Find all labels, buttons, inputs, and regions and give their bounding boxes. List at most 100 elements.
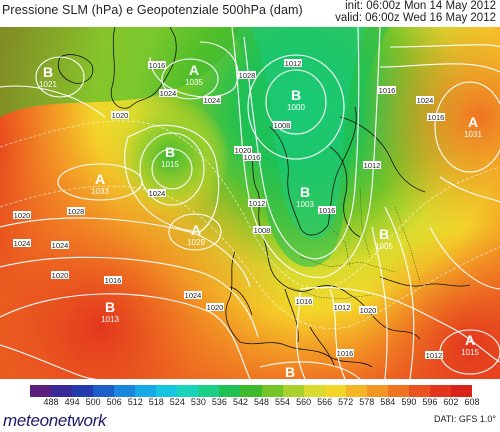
colorbar: [30, 385, 472, 397]
svg-text:1016: 1016: [379, 86, 396, 95]
isobar-label: 1016: [318, 206, 336, 215]
colorbar-swatch: [261, 385, 283, 397]
svg-text:1024: 1024: [52, 241, 69, 250]
center-letter: B: [285, 364, 295, 379]
colorbar-swatch: [51, 385, 73, 397]
isobar-label: 1016: [336, 349, 354, 358]
svg-text:1020: 1020: [235, 146, 252, 155]
isobar-label: 1020: [234, 146, 252, 155]
colorbar-tick-label: 536: [211, 397, 227, 407]
svg-text:1008: 1008: [254, 226, 271, 235]
isobar-label: 1028: [238, 71, 256, 80]
coastlines: [57, 27, 471, 368]
center-value: 1033: [91, 187, 109, 196]
svg-text:1020: 1020: [112, 111, 129, 120]
isobar-label: 1016: [104, 276, 122, 285]
center-value: 1029: [187, 238, 205, 247]
svg-text:1008: 1008: [274, 121, 291, 130]
colorbar-swatch: [429, 385, 451, 397]
colorbar-tick-label: 608: [464, 397, 480, 407]
colorbar-swatch: [408, 385, 430, 397]
center-letter: B: [43, 64, 53, 80]
low-pressure-center: B: [285, 364, 295, 379]
svg-text:1028: 1028: [68, 207, 85, 216]
center-letter: B: [165, 144, 175, 160]
isobar-label: 1012: [425, 351, 443, 360]
center-value: 1015: [461, 348, 479, 357]
colorbar-swatch: [198, 385, 220, 397]
svg-text:1016: 1016: [319, 206, 336, 215]
isobar-label: 1020: [206, 303, 224, 312]
colorbar-tick-label: 554: [275, 397, 291, 407]
isobar-label: 1024: [51, 241, 69, 250]
svg-text:1028: 1028: [239, 71, 256, 80]
svg-text:1016: 1016: [296, 297, 313, 306]
center-letter: A: [468, 114, 478, 130]
weather-map: 1016 1024 1028 1020 1012 1024 1008 1012 1016 1020…: [0, 27, 500, 379]
colorbar-swatch: [387, 385, 409, 397]
isobar-label: 1024: [416, 96, 434, 105]
colorbar-swatch: [135, 385, 157, 397]
center-value: 1000: [287, 103, 305, 112]
colorbar-swatch: [93, 385, 115, 397]
isobar-label: 1016: [295, 297, 313, 306]
colorbar-swatch: [450, 385, 472, 397]
colorbar-tick-label: 590: [401, 397, 417, 407]
isobar-label: 1020: [13, 211, 31, 220]
isobar-label: 1020: [51, 271, 69, 280]
colorbar-tick-label: 542: [232, 397, 248, 407]
valid-time: valid: 06:00z Wed 16 May 2012: [335, 12, 496, 24]
isobar-label: 1008: [253, 226, 271, 235]
svg-text:1016: 1016: [337, 349, 354, 358]
meteonetwork-logo: meteonetwork: [3, 411, 107, 430]
svg-text:1024: 1024: [417, 96, 434, 105]
colorbar-swatch: [114, 385, 136, 397]
colorbar-tick-label: 584: [380, 397, 396, 407]
center-value: 1015: [161, 160, 179, 169]
svg-text:1012: 1012: [426, 351, 443, 360]
center-value: 1021: [39, 80, 57, 89]
init-time: init: 06:00z Mon 14 May 2012: [345, 0, 496, 12]
colorbar-tick-label: 530: [190, 397, 206, 407]
svg-text:1024: 1024: [14, 239, 31, 248]
svg-text:1012: 1012: [334, 303, 351, 312]
colorbar-tick-label: 578: [359, 397, 375, 407]
colorbar-tick-label: 518: [148, 397, 164, 407]
svg-text:1020: 1020: [14, 211, 31, 220]
center-letter: A: [191, 222, 201, 238]
center-letter: B: [379, 226, 389, 242]
pressure-centers: B1021A1035B1000B1015A1033A1029B1003A1031…: [39, 62, 482, 379]
isobars: [0, 27, 500, 379]
center-letter: B: [291, 87, 301, 103]
center-letter: A: [95, 171, 105, 187]
colorbar-tick-label: 566: [317, 397, 333, 407]
svg-text:1016: 1016: [105, 276, 122, 285]
center-letter: B: [300, 184, 310, 200]
isobar-label: 1008: [273, 121, 291, 130]
colorbar-tick-label: 500: [85, 397, 101, 407]
center-value: 1005: [375, 242, 393, 251]
colorbar-swatch: [345, 385, 367, 397]
colorbar-swatch: [303, 385, 325, 397]
svg-text:1024: 1024: [185, 291, 202, 300]
colorbar-swatch: [324, 385, 346, 397]
colorbar-tick-label: 560: [296, 397, 312, 407]
svg-text:1020: 1020: [207, 303, 224, 312]
center-value: 1013: [101, 315, 119, 324]
isobar-label: 1012: [248, 199, 266, 208]
isobar-label: 1020: [359, 306, 377, 315]
isobar-label: 1024: [159, 89, 177, 98]
colorbar-swatch: [72, 385, 94, 397]
colorbar-tick-label: 524: [169, 397, 185, 407]
isobar-label: 1028: [67, 207, 85, 216]
colorbar-swatch: [156, 385, 178, 397]
